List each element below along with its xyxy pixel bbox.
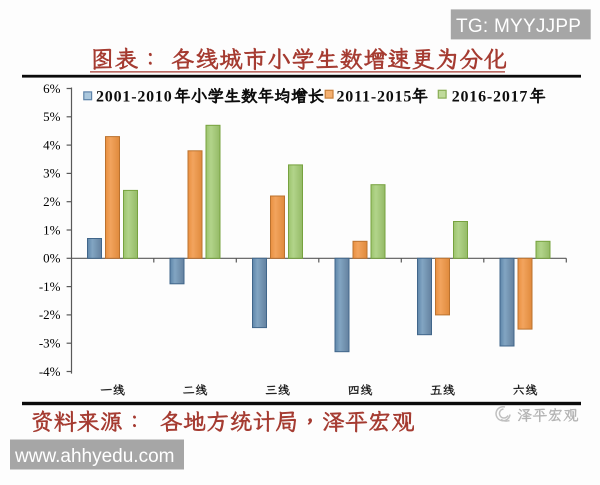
svg-text:1%: 1% (43, 222, 61, 237)
svg-text:2%: 2% (43, 194, 61, 209)
svg-text:www.ahhyedu.com: www.ahhyedu.com (14, 446, 174, 467)
svg-text:0%: 0% (43, 251, 61, 266)
svg-text:-2%: -2% (39, 307, 61, 322)
svg-text:TG: MYYJJPP: TG: MYYJJPP (456, 16, 581, 37)
svg-text:3%: 3% (43, 166, 61, 181)
svg-text:2001-2010: 2001-2010 (96, 89, 173, 106)
svg-text:2016-2017: 2016-2017 (452, 89, 529, 106)
svg-text:2011-2015: 2011-2015 (337, 89, 413, 106)
svg-text:-4%: -4% (39, 364, 61, 379)
svg-text:6%: 6% (43, 81, 61, 96)
svg-text:5%: 5% (43, 109, 61, 124)
svg-text:4%: 4% (43, 137, 61, 152)
svg-text:-3%: -3% (39, 336, 61, 351)
svg-text:-1%: -1% (39, 279, 61, 294)
